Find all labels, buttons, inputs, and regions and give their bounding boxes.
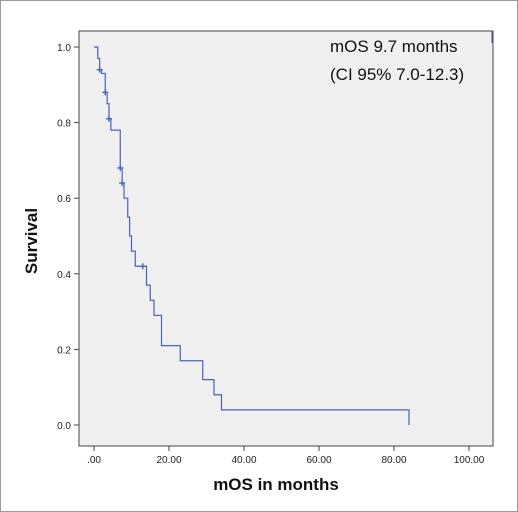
censor-mark: [139, 263, 146, 270]
plot-area: [78, 30, 494, 447]
censor-mark: [102, 89, 109, 96]
x-tick-label: 100.00: [454, 455, 485, 466]
censor-marks: [96, 31, 493, 270]
x-axis-title: mOS in months: [213, 475, 339, 494]
y-tick-label: 0.4: [57, 270, 71, 281]
censor-mark: [117, 164, 124, 171]
censor-mark: [106, 115, 112, 122]
survival-curve: [94, 46, 410, 425]
x-tick-label: 40.00: [231, 455, 256, 466]
censor-mark: [119, 180, 126, 187]
y-tick-label: 0.8: [57, 119, 71, 130]
y-tick-label: 0.2: [57, 345, 71, 356]
confidence-interval-annotation: (CI 95% 7.0-12.3): [330, 65, 464, 84]
x-tick-label: 20.00: [156, 455, 181, 466]
x-tick-label: .00: [87, 455, 101, 466]
y-tick-label: 0.0: [57, 421, 71, 432]
tick-marks: [74, 46, 470, 451]
median-survival-annotation: mOS 9.7 months: [330, 37, 458, 56]
x-tick-label: 80.00: [381, 455, 406, 466]
y-tick-label: 1.0: [57, 43, 71, 54]
tick-labels: .00 20.00 40.00 60.00 80.00 100.00 0.0 0.2 0.4 0.…: [57, 43, 485, 466]
x-tick-label: 60.00: [306, 455, 331, 466]
censor-mark: [96, 66, 103, 73]
y-axis-title: Survival: [22, 208, 41, 274]
y-tick-label: 0.6: [57, 194, 71, 205]
